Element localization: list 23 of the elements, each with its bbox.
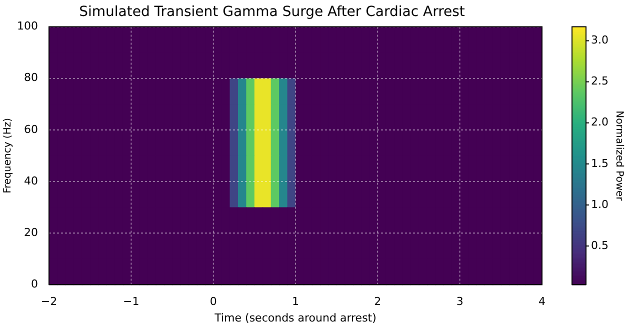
y-tick-label: 60 — [24, 122, 38, 136]
x-tick-label: 3 — [456, 295, 464, 308]
x-tick-label: 4 — [538, 295, 546, 308]
x-tick-label: 0 — [210, 295, 217, 308]
y-tick-label: 0 — [30, 277, 38, 290]
color-bar-label: 0.5 — [591, 238, 608, 252]
color-bar-label: 1.0 — [591, 198, 608, 211]
chart-title: Simulated Transient Gamma Surge After Cardiac Arrest — [79, 4, 466, 20]
color-bar-label: 2.0 — [591, 116, 608, 129]
x-axis-title: Time (seconds around arrest) — [214, 311, 376, 324]
color-bar-title: Normalized Power — [613, 110, 624, 202]
color-bar-label: 3.0 — [591, 34, 608, 47]
color-bar-label: 2.5 — [591, 74, 608, 88]
y-axis-title: Frequency (Hz) — [2, 118, 14, 194]
y-tick-label: 20 — [24, 226, 38, 239]
y-tick-label: 80 — [24, 71, 38, 84]
y-tick-label: 40 — [24, 174, 38, 188]
x-tick-label: −2 — [40, 295, 58, 308]
x-tick-label: −1 — [123, 295, 140, 308]
y-tick-label: 100 — [16, 20, 38, 33]
x-tick-label: 1 — [292, 295, 299, 308]
color-bar-label: 1.5 — [591, 156, 608, 170]
x-tick-label: 2 — [374, 295, 382, 308]
